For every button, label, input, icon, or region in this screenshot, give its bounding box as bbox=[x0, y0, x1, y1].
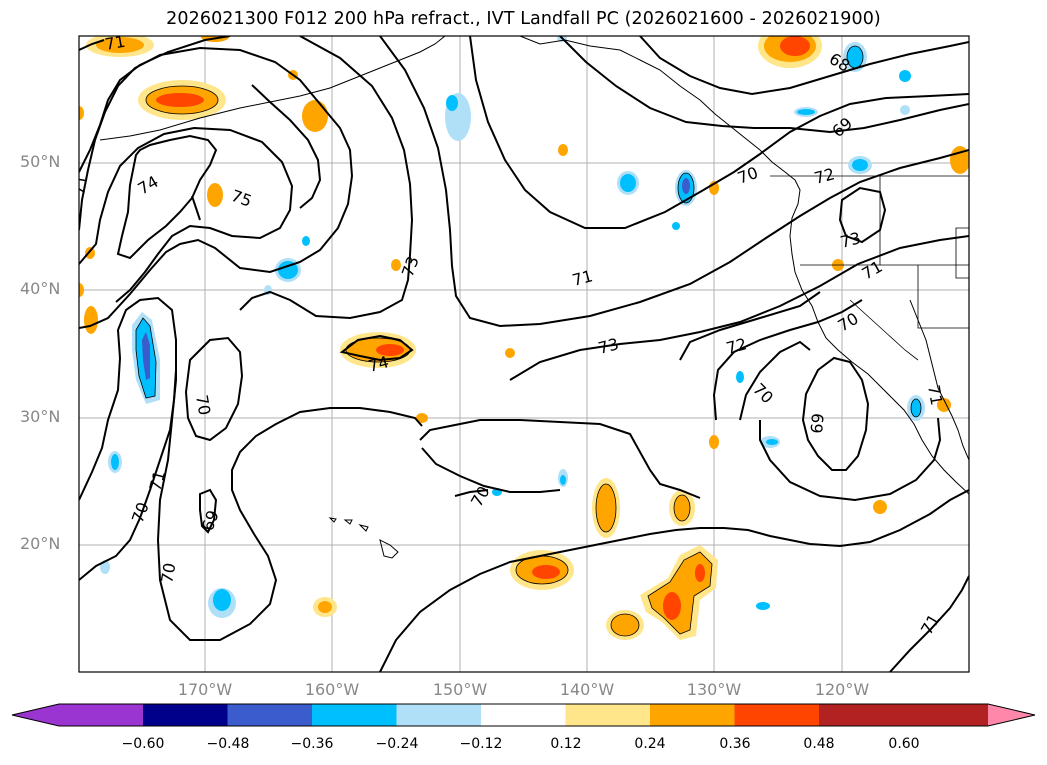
map-frame bbox=[78, 35, 970, 673]
lon-label-130w: 130°W bbox=[686, 680, 742, 699]
refractivity-contours bbox=[79, 36, 969, 672]
contour-label: 71 bbox=[924, 383, 946, 406]
lon-label-140w: 140°W bbox=[559, 680, 615, 699]
contour-label: 71 bbox=[103, 32, 126, 54]
colorbar-tick-label: −0.60 bbox=[121, 736, 165, 752]
contour-label: 71 bbox=[146, 468, 170, 493]
colorbar-segment bbox=[227, 704, 312, 726]
colorbar-segment bbox=[312, 704, 397, 726]
lon-label-170w: 170°W bbox=[177, 680, 233, 699]
colorbar-tick-label: −0.12 bbox=[459, 736, 503, 752]
colorbar-segment bbox=[396, 704, 481, 726]
contour-label: 72 bbox=[812, 164, 837, 188]
negative-anomaly-shading bbox=[100, 36, 925, 618]
colorbar-extend-max bbox=[988, 704, 1035, 726]
colorbar-tick-label: −0.48 bbox=[206, 736, 250, 752]
contour-label: 69 bbox=[807, 412, 828, 434]
lat-label-30n: 30°N bbox=[20, 407, 61, 426]
contour-label: 73 bbox=[596, 334, 621, 358]
contour-label: 73 bbox=[838, 228, 863, 252]
colorbar-segment bbox=[59, 704, 143, 726]
positive-anomaly-shading bbox=[79, 36, 969, 640]
borders bbox=[770, 175, 969, 361]
contour-label: 72 bbox=[724, 334, 749, 358]
colorbar-outline bbox=[11, 703, 1036, 727]
lat-label-50n: 50°N bbox=[20, 152, 61, 171]
colorbar-segment bbox=[143, 704, 228, 726]
colorbar-segment bbox=[481, 704, 566, 726]
colorbar-tick-label: 0.36 bbox=[719, 736, 751, 752]
colorbar-tick-label: 0.60 bbox=[888, 736, 920, 752]
colorbar-segment bbox=[819, 704, 988, 726]
colorbar-tick-label: 0.12 bbox=[550, 736, 582, 752]
contour-label: 70 bbox=[192, 393, 214, 416]
contour-label: 74 bbox=[366, 352, 391, 376]
colorbar-segment bbox=[565, 704, 650, 726]
lon-label-160w: 160°W bbox=[304, 680, 360, 699]
lat-label-40n: 40°N bbox=[20, 279, 61, 298]
coastlines bbox=[99, 36, 969, 559]
lat-label-20n: 20°N bbox=[20, 534, 61, 553]
colorbar-tick-label: −0.36 bbox=[290, 736, 334, 752]
contour-label: 70 bbox=[157, 561, 179, 584]
colorbar-tick-label: 0.24 bbox=[634, 736, 666, 752]
lon-label-150w: 150°W bbox=[432, 680, 488, 699]
contour-label: 71 bbox=[69, 173, 91, 196]
map-title: 2026021300 F012 200 hPa refract., IVT La… bbox=[166, 9, 881, 29]
lon-label-120w: 120°W bbox=[814, 680, 870, 699]
colorbar bbox=[11, 703, 1036, 727]
colorbar-segment bbox=[650, 704, 735, 726]
colorbar-tick-label: 0.48 bbox=[803, 736, 835, 752]
colorbar-tick-label: −0.24 bbox=[375, 736, 419, 752]
colorbar-segment bbox=[734, 704, 819, 726]
colorbar-extend-min bbox=[12, 704, 59, 726]
contour-label: 71 bbox=[570, 266, 595, 290]
